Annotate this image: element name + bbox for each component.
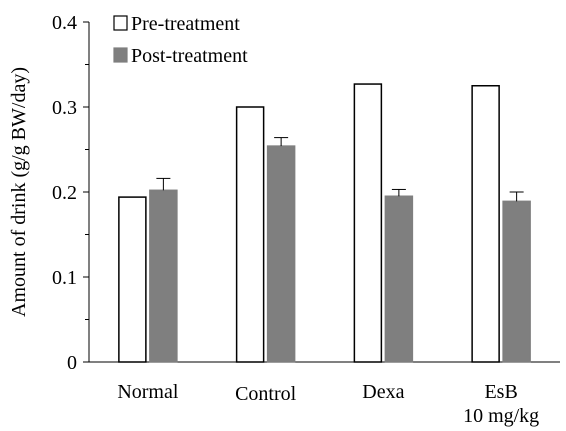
bar-post-treatment xyxy=(149,189,178,363)
x-category-label: 10 mg/kg xyxy=(463,405,539,427)
legend-label: Post-treatment xyxy=(131,45,248,67)
legend: Pre-treatment Post-treatment xyxy=(113,13,248,67)
legend-swatch xyxy=(113,15,128,31)
x-category-label: EsB xyxy=(484,381,517,403)
bar-pre-treatment xyxy=(118,196,147,363)
bar-post-treatment xyxy=(502,200,531,363)
bars xyxy=(118,83,531,363)
y-axis-label: Amount of drink (g/g BW/day) xyxy=(8,67,30,317)
x-category-label: Control xyxy=(235,383,297,405)
y-tick-label: 0.4 xyxy=(52,12,77,34)
y-tick-label: 0.3 xyxy=(52,97,77,119)
bar-pre-treatment xyxy=(471,85,500,363)
y-tick-label: 0.1 xyxy=(52,267,77,289)
bar-post-treatment xyxy=(384,195,414,363)
bar-pre-treatment xyxy=(353,83,383,363)
legend-swatch xyxy=(113,47,128,63)
legend-label: Pre-treatment xyxy=(131,13,240,35)
y-tick-label: 0.2 xyxy=(52,182,77,204)
bar-post-treatment xyxy=(266,145,296,363)
x-category-label: Dexa xyxy=(362,381,404,403)
y-axis: 0 0.1 0.2 0.3 0.4 xyxy=(52,12,90,374)
bar-pre-treatment xyxy=(235,106,265,363)
y-tick-label: 0 xyxy=(67,352,77,374)
x-category-label: Normal xyxy=(117,381,179,403)
